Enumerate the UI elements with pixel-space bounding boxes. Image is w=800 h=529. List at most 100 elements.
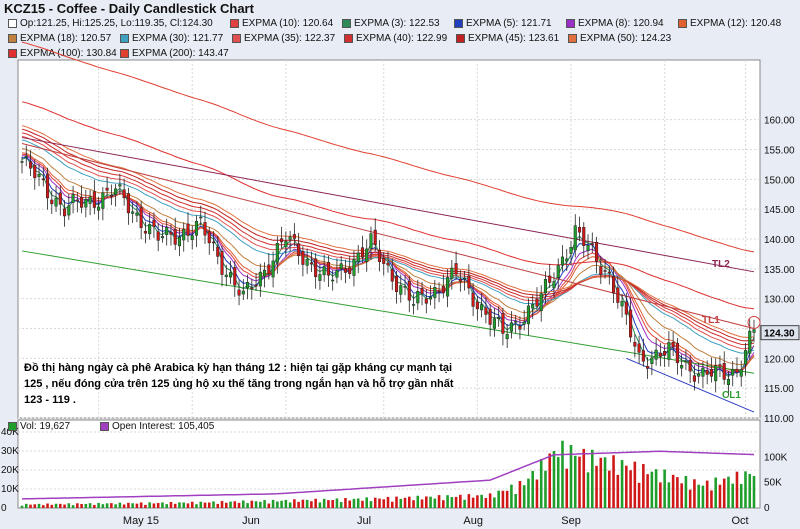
volume-bar xyxy=(727,476,730,508)
volume-bar xyxy=(190,501,194,508)
candle-body xyxy=(726,378,731,386)
ema-legend-item: EXPMA (200): 143.47 xyxy=(120,48,229,59)
candle-body xyxy=(654,349,658,360)
volume-bar xyxy=(327,500,330,508)
volume-bar xyxy=(71,505,75,508)
candle-body xyxy=(709,369,713,377)
candle-body xyxy=(497,317,501,319)
ema-legend-item: EXPMA (8): 120.94 xyxy=(566,18,664,29)
volume-bar xyxy=(442,500,445,508)
candle-body xyxy=(118,184,122,187)
ema-legend-label: EXPMA (18): 120.57 xyxy=(20,33,112,44)
volume-bar xyxy=(407,496,411,508)
candle-body xyxy=(416,291,420,304)
candle-body xyxy=(139,207,143,228)
volume-bar xyxy=(710,490,713,508)
volume-bar xyxy=(425,496,428,508)
candle-body xyxy=(560,256,565,266)
candle-body xyxy=(207,231,211,244)
x-tick-label: Sep xyxy=(561,515,581,527)
volume-bar xyxy=(382,499,386,508)
volume-bar xyxy=(539,458,543,508)
volume-bar xyxy=(488,493,492,508)
volume-bar xyxy=(671,474,675,508)
volume-bar xyxy=(616,474,620,508)
volume-bar xyxy=(663,469,666,508)
candle-body xyxy=(297,243,301,257)
ema-legend-swatch xyxy=(568,34,577,43)
candle-body xyxy=(692,375,696,382)
candle-body xyxy=(109,195,113,197)
candle-body xyxy=(552,281,556,289)
candle-body xyxy=(75,199,79,202)
candle-body xyxy=(637,343,641,353)
volume-bar xyxy=(267,503,271,508)
oi-swatch xyxy=(100,422,109,431)
ema-legend-item: EXPMA (40): 122.99 xyxy=(344,33,447,44)
candle-body xyxy=(301,250,305,265)
candle-body xyxy=(71,194,75,203)
candle-body xyxy=(122,189,126,199)
volume-tick-label: 10K xyxy=(1,484,19,495)
ohlc-swatch xyxy=(8,19,17,28)
volume-bar xyxy=(693,479,696,508)
volume-bar xyxy=(161,502,164,508)
candle-body xyxy=(331,279,335,282)
volume-bar xyxy=(199,501,203,508)
candle-body xyxy=(254,284,258,287)
volume-bar xyxy=(237,502,241,508)
volume-bar xyxy=(659,482,662,508)
candle-body xyxy=(228,272,233,278)
volume-bar xyxy=(569,445,573,508)
ema-legend-swatch xyxy=(566,19,575,28)
candle-body xyxy=(407,280,411,301)
candle-body xyxy=(403,285,407,288)
volume-bar xyxy=(335,498,339,508)
volume-bar xyxy=(284,499,288,508)
candle-body xyxy=(484,307,488,315)
candle-body xyxy=(556,265,560,279)
volume-bar xyxy=(646,474,649,508)
volume-bar xyxy=(667,482,671,508)
volume-bar xyxy=(361,500,364,508)
candle-body xyxy=(203,222,207,236)
oi-legend-text: Open Interest: 105,405 xyxy=(112,421,215,432)
volume-bar xyxy=(544,470,547,508)
price-tick-label: 130.00 xyxy=(764,295,795,306)
candle-body xyxy=(365,248,369,262)
volume-legend: Vol: 19,627 xyxy=(8,421,70,432)
ema-legend-swatch xyxy=(8,49,17,58)
volume-bar xyxy=(105,503,109,508)
candle-body xyxy=(80,196,84,208)
volume-bar xyxy=(29,504,32,508)
candle-body xyxy=(169,231,173,235)
candle-body xyxy=(667,342,671,360)
volume-bar xyxy=(310,501,313,508)
x-tick-label: Jul xyxy=(357,515,371,527)
volume-bar xyxy=(501,490,505,508)
candle-body xyxy=(258,271,262,287)
volume-bar xyxy=(122,504,126,508)
ema-legend-swatch xyxy=(454,19,463,28)
volume-bar xyxy=(148,502,151,508)
candle-body xyxy=(373,229,377,245)
candle-body xyxy=(531,303,535,309)
volume-bar xyxy=(165,504,168,508)
volume-bar xyxy=(731,483,735,508)
candle-body xyxy=(335,270,339,278)
candle-body xyxy=(411,304,416,306)
candle-body xyxy=(424,298,428,304)
candle-body xyxy=(743,350,748,365)
volume-bar xyxy=(437,495,441,508)
last-price-label: 124.30 xyxy=(764,329,795,340)
volume-bar xyxy=(152,503,156,508)
candle-body xyxy=(475,301,479,310)
candle-body xyxy=(241,290,245,295)
x-tick-label: May 15 xyxy=(123,515,159,527)
volume-bar xyxy=(535,479,539,508)
candle-body xyxy=(190,235,194,240)
volume-bar xyxy=(561,440,564,508)
volume-bar xyxy=(510,484,513,508)
candle-body xyxy=(394,275,399,292)
ema-legend-label: EXPMA (35): 122.37 xyxy=(244,33,336,44)
